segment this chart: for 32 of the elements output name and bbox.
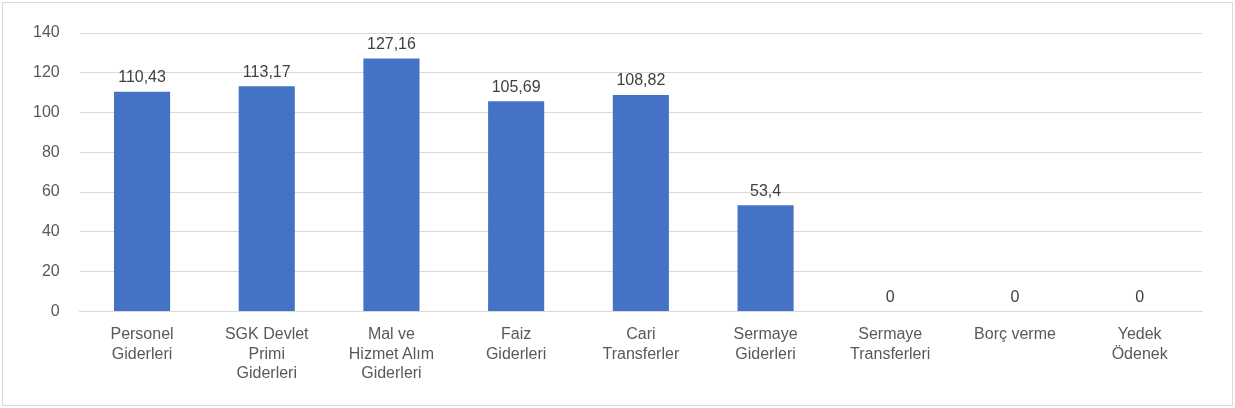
bar [113, 91, 171, 311]
x-tick-label: Mal ve Hizmet Alım Giderleri [348, 325, 435, 381]
bar [737, 205, 794, 311]
y-tick-label: 0 [50, 301, 60, 319]
data-label: 127,16 [366, 34, 417, 52]
bar [363, 58, 420, 311]
x-tick-label: Sermaye Transferleri [850, 325, 931, 362]
data-label: 108,82 [616, 71, 666, 89]
y-tick-label: 140 [32, 23, 60, 41]
x-tick-label: Faiz Giderleri [485, 325, 547, 362]
x-tick-label: Personel Giderleri [110, 325, 174, 362]
x-tick-label: Cari Transferler [602, 325, 680, 362]
x-tick-label: Sermaye Giderleri [733, 325, 798, 362]
x-tick-label: Yedek Ödenek [1111, 325, 1169, 362]
data-label: 0 [1010, 287, 1020, 305]
bar [238, 86, 295, 311]
y-tick-label: 80 [41, 142, 60, 160]
y-tick-label: 20 [41, 262, 60, 280]
y-tick-label: 120 [32, 63, 60, 81]
data-label: 0 [885, 287, 895, 305]
y-tick-label: 60 [41, 182, 60, 200]
data-label: 110,43 [118, 68, 167, 86]
data-label: 105,69 [491, 77, 541, 95]
x-tick-label: SGK Devlet Primi Giderleri [224, 325, 310, 381]
y-tick-label: 40 [41, 222, 60, 240]
data-label: 113,17 [242, 62, 291, 80]
bar [612, 95, 669, 311]
data-label: 53,4 [749, 181, 782, 199]
data-label: 0 [1135, 287, 1145, 305]
bar [488, 101, 545, 311]
x-tick-label: Borç verme [974, 325, 1056, 343]
y-tick-label: 100 [32, 102, 60, 120]
